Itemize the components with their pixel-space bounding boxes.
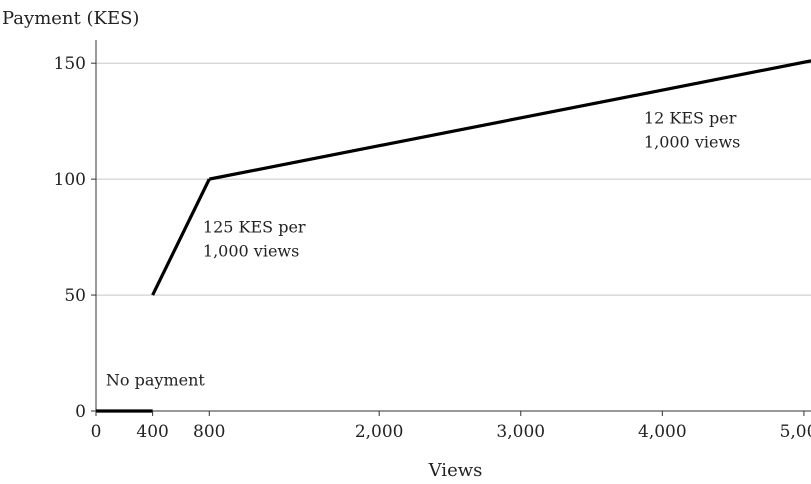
y-tick-label-0: 0 — [75, 402, 86, 422]
y-axis-title: Payment (KES) — [2, 8, 139, 29]
annotation-line: 1,000 views — [203, 241, 299, 260]
annotation-line: 1,000 views — [644, 132, 740, 151]
x-tick-label-2000: 2,000 — [355, 422, 404, 442]
y-tick-label-150: 150 — [54, 54, 86, 74]
annotation-line: 125 KES per — [203, 217, 306, 236]
x-tick-label-400: 400 — [136, 422, 168, 442]
x-tick-label-0: 0 — [91, 422, 102, 442]
annotation-line: No payment — [106, 370, 205, 389]
series-segment-2 — [153, 179, 210, 295]
x-axis-title: Views — [428, 460, 483, 481]
annotation-rate-12: 12 KES per 1,000 views — [644, 108, 740, 151]
x-tick-label-5000: 5,000 — [780, 422, 811, 442]
x-tick-label-800: 800 — [193, 422, 225, 442]
y-tick-label-50: 50 — [64, 286, 86, 306]
annotation-line: 12 KES per — [644, 108, 737, 127]
x-tick-label-4000: 4,000 — [638, 422, 687, 442]
annotation-no-payment: No payment — [106, 370, 205, 389]
y-tick-label-100: 100 — [54, 170, 86, 190]
annotation-rate-125: 125 KES per 1,000 views — [203, 217, 306, 260]
x-tick-label-3000: 3,000 — [496, 422, 545, 442]
